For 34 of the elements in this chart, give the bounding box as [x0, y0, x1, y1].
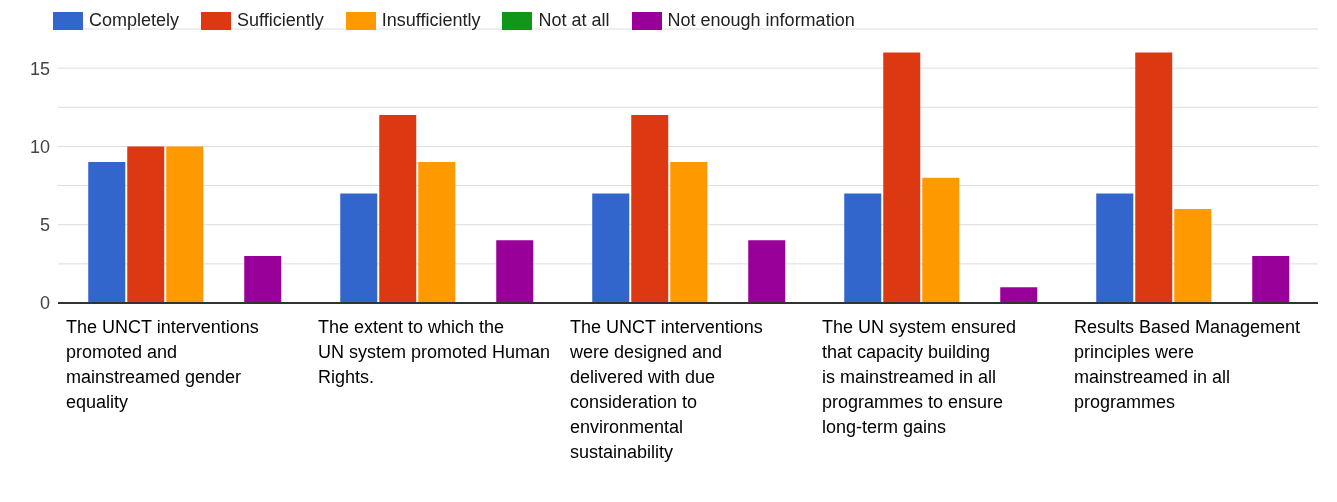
- bar: [496, 240, 534, 303]
- legend-label: Insufficiently: [381, 10, 481, 31]
- x-tick-label: The extent to which the UN system promoted Human Rights.: [318, 317, 551, 387]
- bar: [592, 193, 630, 303]
- bar: [883, 52, 921, 303]
- bar: [418, 162, 456, 303]
- bar: [88, 162, 126, 303]
- bar: [748, 240, 786, 303]
- legend-label: Not enough information: [667, 10, 855, 31]
- bar: [922, 177, 960, 303]
- bar: [1174, 209, 1212, 303]
- bar: [379, 115, 417, 303]
- x-tick-label: The UNCT interventions were designed and delivered with due consideration to environmental sustainability: [569, 317, 763, 462]
- bar: [340, 193, 378, 303]
- x-tick-label: The UN system ensured that capacity building is mainstreamed in all programmes to ensure long-term gains: [822, 317, 1017, 437]
- x-tick-label: The UNCT interventions promoted and mainstreamed gender equality: [66, 317, 259, 412]
- y-tick-label: 15: [29, 58, 50, 79]
- bar: [670, 162, 708, 303]
- bar: [127, 146, 165, 303]
- bar: [1252, 256, 1290, 303]
- bar: [631, 115, 669, 303]
- y-tick-label: 5: [39, 215, 50, 236]
- x-tick-label: Results Based Management principles were mainstreamed in all programmes: [1074, 317, 1301, 412]
- bar: [1096, 193, 1134, 303]
- legend-label: Sufficiently: [237, 10, 324, 31]
- legend-label: Completely: [89, 10, 180, 31]
- bar: [166, 146, 204, 303]
- bar: [844, 193, 882, 303]
- bar: [244, 256, 282, 303]
- bar: [1135, 52, 1173, 303]
- y-tick-label: 0: [39, 293, 50, 314]
- legend-label: Not at all: [538, 10, 610, 31]
- y-tick-label: 10: [29, 136, 50, 157]
- bar: [1000, 287, 1038, 303]
